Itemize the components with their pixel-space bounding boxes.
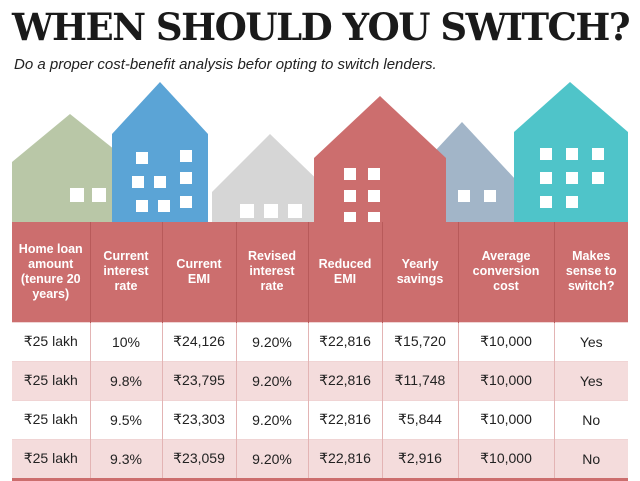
cell-revised-rate: 9.20% [235, 360, 308, 400]
table-row: ₹25 lakh 9.3% ₹23,059 9.20% ₹22,816 ₹2,9… [12, 438, 628, 481]
house-window [540, 148, 552, 160]
cell-current-emi: ₹23,059 [161, 438, 236, 481]
header-revised-rate: Revised interest rate [235, 222, 308, 322]
loan-switch-table: Home loan amount (tenure 20 years) Curre… [12, 222, 628, 481]
cell-loan-amount: ₹25 lakh [12, 360, 90, 400]
cell-reduced-emi: ₹22,816 [307, 360, 382, 400]
house-sage [12, 114, 130, 226]
house-window [180, 150, 192, 162]
house-window [136, 200, 148, 212]
cell-reduced-emi: ₹22,816 [307, 399, 382, 439]
house-window [592, 148, 604, 160]
cell-yearly-savings: ₹2,916 [381, 438, 458, 481]
cell-current-rate: 9.5% [89, 399, 162, 439]
house-window [592, 172, 604, 184]
house-window [158, 200, 170, 212]
cell-current-rate: 10% [89, 321, 162, 361]
house-window [132, 176, 144, 188]
house-window [240, 204, 254, 218]
house-window [540, 172, 552, 184]
house-window [180, 196, 192, 208]
house-red [314, 96, 446, 226]
house-window [368, 212, 380, 224]
house-window [344, 212, 356, 224]
house-red-body [314, 96, 446, 226]
cell-current-rate: 9.3% [89, 438, 162, 481]
house-window [70, 188, 84, 202]
house-window [264, 204, 278, 218]
house-window [154, 176, 166, 188]
house-window [344, 190, 356, 202]
house-window [368, 168, 380, 180]
house-window [288, 204, 302, 218]
house-window [136, 152, 148, 164]
cell-makes-sense: No [553, 438, 628, 481]
house-window [180, 172, 192, 184]
cell-current-rate: 9.8% [89, 360, 162, 400]
cell-loan-amount: ₹25 lakh [12, 399, 90, 439]
header-current-emi: Current EMI [161, 222, 236, 322]
houses-illustration [12, 82, 628, 226]
cell-makes-sense: No [553, 399, 628, 439]
cell-yearly-savings: ₹11,748 [381, 360, 458, 400]
cell-conversion-cost: ₹10,000 [457, 321, 554, 361]
cell-reduced-emi: ₹22,816 [307, 438, 382, 481]
house-window [484, 190, 496, 202]
header-current-rate: Current interest rate [89, 222, 162, 322]
cell-loan-amount: ₹25 lakh [12, 321, 90, 361]
table-row: ₹25 lakh 10% ₹24,126 9.20% ₹22,816 ₹15,7… [12, 321, 628, 361]
header-reduced-emi: Reduced EMI [307, 222, 382, 322]
house-window [566, 196, 578, 208]
header-conversion-cost: Average conversion cost [457, 222, 554, 322]
cell-current-emi: ₹23,303 [161, 399, 236, 439]
cell-conversion-cost: ₹10,000 [457, 399, 554, 439]
house-teal [514, 82, 628, 226]
header-loan-amount: Home loan amount (tenure 20 years) [12, 222, 90, 322]
house-window [540, 196, 552, 208]
cell-makes-sense: Yes [553, 321, 628, 361]
page-subtitle: Do a proper cost-benefit analysis befor … [14, 56, 437, 73]
table-row: ₹25 lakh 9.5% ₹23,303 9.20% ₹22,816 ₹5,8… [12, 399, 628, 439]
cell-revised-rate: 9.20% [235, 438, 308, 481]
cell-revised-rate: 9.20% [235, 399, 308, 439]
header-yearly-savings: Yearly savings [381, 222, 458, 322]
house-window [458, 190, 470, 202]
cell-revised-rate: 9.20% [235, 321, 308, 361]
cell-makes-sense: Yes [553, 360, 628, 400]
house-grey-body [212, 134, 330, 226]
page-title: WHEN SHOULD YOU SWITCH? [12, 5, 631, 49]
cell-loan-amount: ₹25 lakh [12, 438, 90, 481]
table-row: ₹25 lakh 9.8% ₹23,795 9.20% ₹22,816 ₹11,… [12, 360, 628, 400]
cell-current-emi: ₹23,795 [161, 360, 236, 400]
house-window [92, 188, 106, 202]
table-header-row: Home loan amount (tenure 20 years) Curre… [12, 222, 628, 322]
house-window [566, 148, 578, 160]
house-window [566, 172, 578, 184]
house-blue [112, 82, 208, 226]
cell-yearly-savings: ₹5,844 [381, 399, 458, 439]
cell-conversion-cost: ₹10,000 [457, 438, 554, 481]
cell-yearly-savings: ₹15,720 [381, 321, 458, 361]
cell-reduced-emi: ₹22,816 [307, 321, 382, 361]
house-blue-body [112, 82, 208, 226]
house-window [368, 190, 380, 202]
house-window [344, 168, 356, 180]
house-grey [212, 134, 330, 226]
header-makes-sense: Makes sense to switch? [553, 222, 628, 322]
cell-current-emi: ₹24,126 [161, 321, 236, 361]
cell-conversion-cost: ₹10,000 [457, 360, 554, 400]
